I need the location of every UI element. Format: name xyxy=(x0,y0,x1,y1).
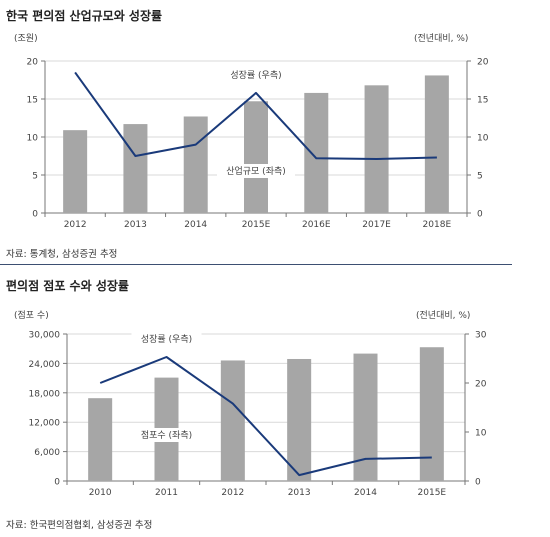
x-tick-label: 2013 xyxy=(124,220,147,230)
bar-series-label: 점포수 (좌측) xyxy=(141,429,192,441)
y-axis-label-right: (전년대비, %) xyxy=(416,310,470,321)
chart-panel-industry-size: 한국 편의점 산업규모와 성장률 0 5 10 15 20 0 5 10 15 20 (조원) (전년… xyxy=(0,0,550,265)
y-tick-label-right: 15 xyxy=(477,96,488,106)
y-tick-label-right: 10 xyxy=(475,429,487,439)
y-tick-label-left: 0 xyxy=(32,210,38,220)
y-tick-label-right: 20 xyxy=(477,58,489,68)
bar-series-label: 산업규모 (좌측) xyxy=(226,166,286,177)
line-series-label-bg xyxy=(221,68,291,82)
x-tick-label: 2012 xyxy=(64,220,87,230)
bar xyxy=(183,116,208,213)
y-tick-label-right: 0 xyxy=(475,478,481,488)
y-axis-label-left: (점포 수) xyxy=(14,309,49,321)
x-tick-label: 2014 xyxy=(184,220,207,230)
bar xyxy=(287,358,312,481)
y-tick-label-left: 18,000 xyxy=(29,389,61,399)
chart-source: 자료: 한국편의점협회, 삼성증권 추정 xyxy=(6,520,153,531)
x-tick-label: 2018E xyxy=(423,220,452,230)
x-tick-label: 2012 xyxy=(221,488,244,498)
y-tick-label-right: 5 xyxy=(477,172,483,182)
y-tick-label-right: 20 xyxy=(475,380,487,390)
store-count-chart: 0 6,000 12,000 18,000 24,000 30,000 0 10 20 30 (점포… xyxy=(14,309,487,498)
line-series-label-bg xyxy=(131,332,202,346)
industry-size-chart: 0 5 10 15 20 0 5 10 15 20 (조원) (전년대비, %) 2012 2013 201… xyxy=(14,33,489,230)
chart-title: 편의점 점포 수와 성장률 xyxy=(6,279,129,293)
x-tick-label: 2016E xyxy=(302,220,331,230)
bar xyxy=(63,130,88,213)
growth-rate-line xyxy=(99,356,432,477)
bar-series-label-bg xyxy=(217,164,295,178)
y-tick-label-left: 20 xyxy=(27,58,39,68)
chart-source: 자료: 통계청, 삼성증권 추정 xyxy=(6,249,118,260)
bar xyxy=(244,101,268,213)
x-tick-label: 2013 xyxy=(288,488,311,498)
line-series-label: 성장률 (우측) xyxy=(141,334,192,345)
y-tick-label-right: 10 xyxy=(477,134,489,144)
x-tick-label: 2015E xyxy=(418,488,447,498)
bar xyxy=(424,75,449,213)
y-tick-label-left: 5 xyxy=(32,172,38,182)
y-tick-label-left: 24,000 xyxy=(29,360,61,370)
y-tick-label-left: 10 xyxy=(27,134,39,144)
bar xyxy=(364,85,389,213)
bar xyxy=(304,92,329,213)
x-tick-label: 2010 xyxy=(89,488,112,498)
x-tick-label: 2011 xyxy=(155,488,178,498)
y-tick-label-left: 6,000 xyxy=(34,448,60,458)
line-series-label: 성장률 (우측) xyxy=(230,70,281,81)
y-tick-label-left: 30,000 xyxy=(29,331,61,341)
y-tick-label-left: 0 xyxy=(54,478,60,488)
bar-series-label-bg xyxy=(131,428,202,442)
chart-title: 한국 편의점 산업규모와 성장률 xyxy=(6,9,163,23)
y-axis-label-right: (전년대비, %) xyxy=(414,33,468,44)
y-tick-label-right: 0 xyxy=(477,210,483,220)
x-tick-label: 2015E xyxy=(242,220,271,230)
x-tick-label: 2017E xyxy=(362,220,391,230)
bar xyxy=(419,347,444,481)
bar xyxy=(88,398,113,481)
y-axis-label-left: (조원) xyxy=(14,33,38,44)
y-tick-label-right: 30 xyxy=(475,331,487,341)
y-tick-label-left: 12,000 xyxy=(29,419,61,429)
bar xyxy=(220,360,245,481)
growth-rate-line xyxy=(74,71,437,160)
x-tick-label: 2014 xyxy=(354,488,377,498)
chart-panel-store-count: 편의점 점포 수와 성장률 0 6,000 12,000 18,000 24,000 30… xyxy=(0,268,550,537)
y-tick-label-left: 15 xyxy=(27,96,38,106)
section-divider xyxy=(0,264,512,265)
bar xyxy=(123,124,148,213)
